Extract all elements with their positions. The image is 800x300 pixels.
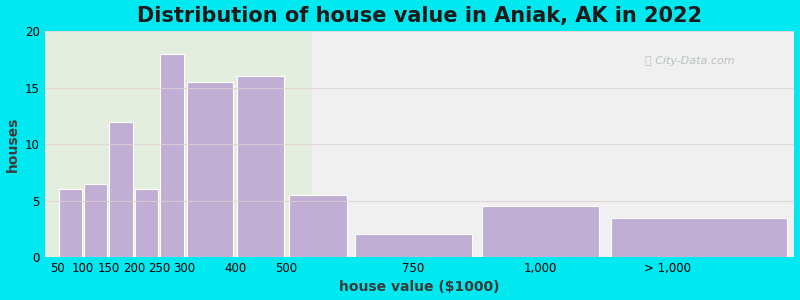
Bar — [134, 189, 158, 257]
Bar — [84, 184, 107, 257]
X-axis label: house value ($1000): house value ($1000) — [339, 280, 500, 294]
Bar — [58, 189, 82, 257]
Bar — [238, 76, 284, 257]
Text: Ⓢ City-Data.com: Ⓢ City-Data.com — [645, 56, 734, 66]
Title: Distribution of house value in Aniak, AK in 2022: Distribution of house value in Aniak, AK… — [137, 6, 702, 26]
Bar — [355, 235, 472, 257]
Bar — [110, 122, 133, 257]
Bar — [312, 31, 794, 257]
Bar — [611, 218, 787, 257]
Y-axis label: houses: houses — [6, 116, 19, 172]
Bar — [186, 82, 234, 257]
Bar — [289, 195, 347, 257]
Bar — [160, 54, 183, 257]
Bar — [482, 206, 598, 257]
